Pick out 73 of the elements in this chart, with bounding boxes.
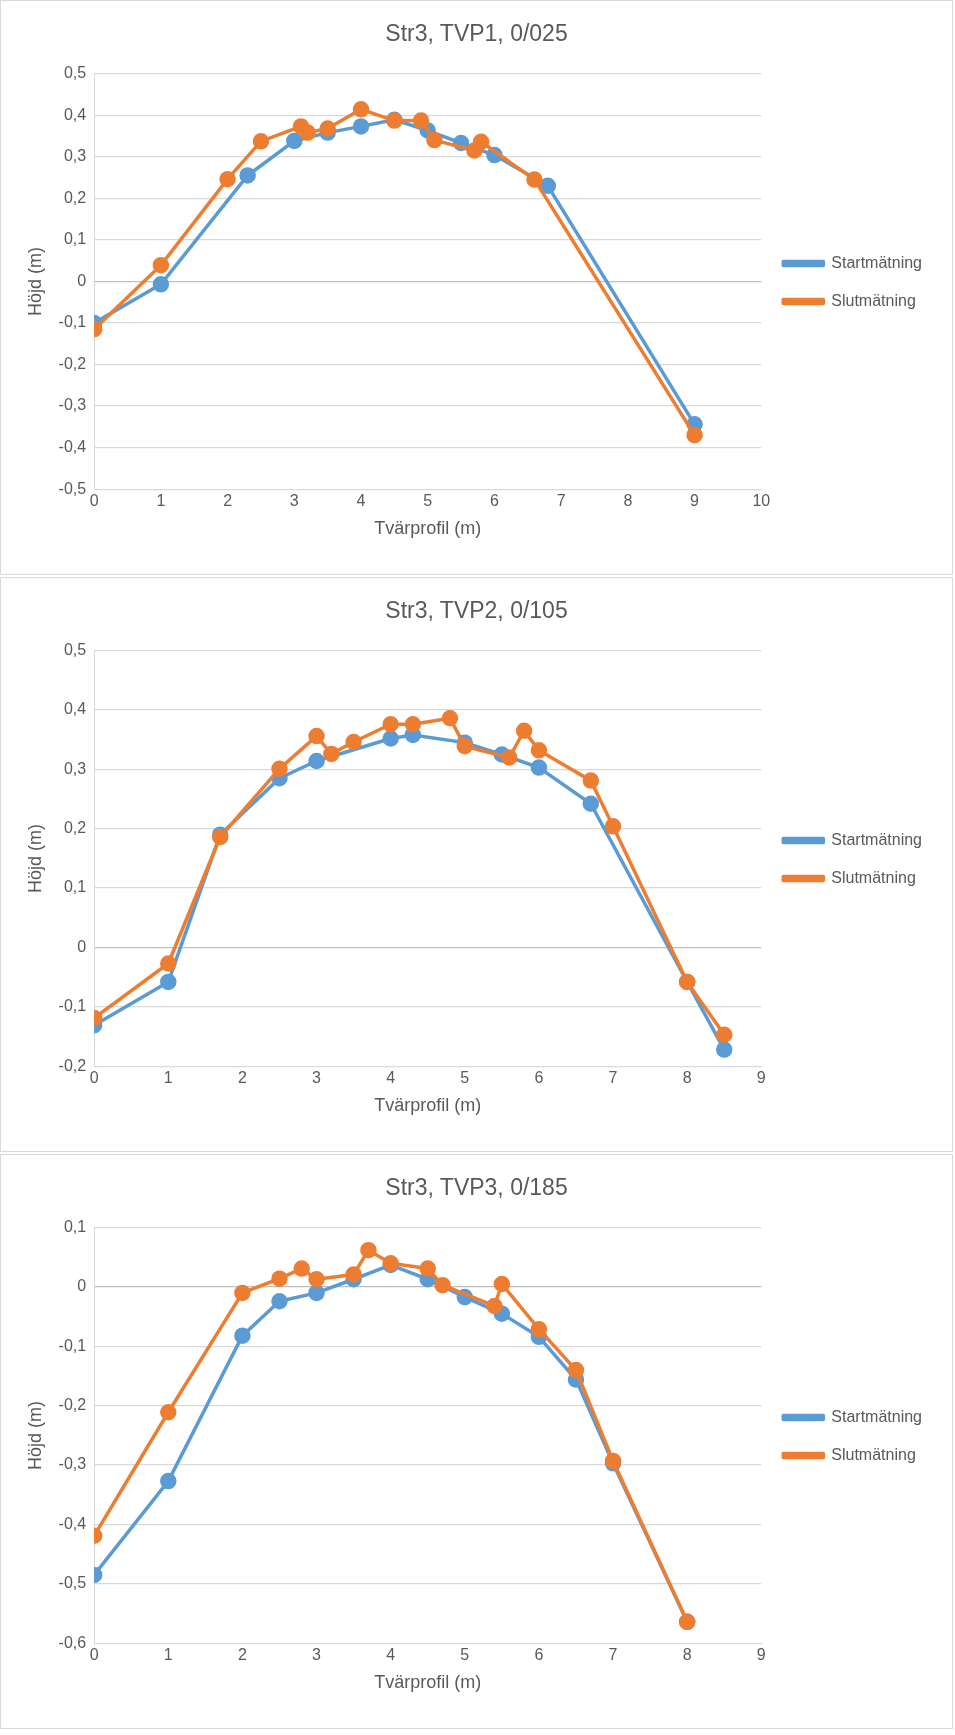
y-tick-label: 0,5 bbox=[63, 64, 87, 82]
x-tick-label: 0 bbox=[89, 1646, 99, 1664]
y-axis-title: Höjd (m) bbox=[24, 1400, 45, 1470]
y-tick-label: -0,3 bbox=[58, 396, 87, 414]
x-tick-label: 2 bbox=[237, 1646, 247, 1664]
x-tick-label: 9 bbox=[690, 492, 700, 510]
x-axis-title: Tvärprofil (m) bbox=[374, 518, 482, 539]
y-tick-label: 0,2 bbox=[63, 188, 87, 206]
x-tick-label: 0 bbox=[89, 1069, 99, 1087]
x-tick-label: 8 bbox=[682, 1646, 692, 1664]
x-tick-label: 6 bbox=[534, 1646, 544, 1664]
x-tick-label: 5 bbox=[460, 1646, 470, 1664]
x-tick-label: 1 bbox=[163, 1646, 173, 1664]
y-tick-label: 0,3 bbox=[63, 759, 87, 777]
legend-label: Startmätning bbox=[831, 1407, 923, 1425]
x-tick-label: 6 bbox=[534, 1069, 544, 1087]
x-tick-label: 3 bbox=[312, 1646, 322, 1664]
x-tick-label: 10 bbox=[752, 492, 771, 510]
x-tick-label: 3 bbox=[312, 1069, 322, 1087]
legend-label: Startmätning bbox=[831, 830, 923, 848]
y-tick-label: -0,2 bbox=[58, 354, 87, 372]
x-tick-label: 9 bbox=[756, 1069, 766, 1087]
y-tick-label: 0,3 bbox=[63, 147, 87, 165]
x-tick-label: 1 bbox=[163, 1069, 173, 1087]
x-tick-label: 2 bbox=[223, 492, 233, 510]
y-tick-label: -0,1 bbox=[58, 313, 87, 331]
y-tick-label: -0,3 bbox=[58, 1455, 87, 1473]
y-tick-label: -0,2 bbox=[58, 1396, 87, 1414]
x-tick-label: 4 bbox=[356, 492, 366, 510]
y-tick-label: 0,4 bbox=[63, 105, 87, 123]
x-tick-label: 4 bbox=[386, 1069, 396, 1087]
y-tick-label: -0,4 bbox=[58, 1514, 87, 1532]
y-tick-label: 0,4 bbox=[63, 700, 87, 718]
x-tick-label: 7 bbox=[608, 1646, 618, 1664]
y-tick-label: 0 bbox=[77, 271, 87, 289]
x-tick-label: 8 bbox=[682, 1069, 692, 1087]
y-tick-label: 0,1 bbox=[63, 878, 87, 896]
y-tick-label: 0,1 bbox=[63, 1218, 87, 1236]
x-tick-label: 0 bbox=[89, 492, 99, 510]
x-tick-label: 6 bbox=[489, 492, 499, 510]
y-tick-label: -0,5 bbox=[58, 479, 87, 497]
y-tick-label: -0,5 bbox=[58, 1574, 87, 1592]
chart-title: Str3, TVP3, 0/185 bbox=[385, 1174, 568, 1201]
y-axis-title: Höjd (m) bbox=[24, 823, 45, 893]
y-tick-label: 0,2 bbox=[63, 819, 87, 837]
x-tick-label: 8 bbox=[623, 492, 633, 510]
y-tick-label: 0,1 bbox=[63, 230, 87, 248]
chart-title: Str3, TVP1, 0/025 bbox=[385, 20, 568, 47]
x-tick-label: 7 bbox=[608, 1069, 618, 1087]
y-tick-label: 0 bbox=[77, 937, 87, 955]
x-tick-label: 5 bbox=[460, 1069, 470, 1087]
x-tick-label: 7 bbox=[556, 492, 566, 510]
y-tick-label: -0,2 bbox=[58, 1056, 87, 1074]
legend-label: Slutmätning bbox=[831, 1445, 916, 1463]
y-axis-title: Höjd (m) bbox=[24, 246, 45, 316]
y-tick-label: 0 bbox=[77, 1277, 87, 1295]
x-tick-label: 5 bbox=[423, 492, 433, 510]
x-tick-label: 3 bbox=[289, 492, 299, 510]
x-tick-label: 1 bbox=[156, 492, 166, 510]
x-axis-title: Tvärprofil (m) bbox=[374, 1095, 482, 1116]
legend-label: Slutmätning bbox=[831, 868, 916, 886]
legend-label: Startmätning bbox=[831, 253, 923, 271]
x-tick-label: 9 bbox=[756, 1646, 766, 1664]
x-tick-label: 4 bbox=[386, 1646, 396, 1664]
y-tick-label: 0,5 bbox=[63, 641, 87, 659]
x-tick-label: 2 bbox=[237, 1069, 247, 1087]
y-tick-label: -0,4 bbox=[58, 438, 87, 456]
chart-title: Str3, TVP2, 0/105 bbox=[385, 597, 568, 624]
legend-label: Slutmätning bbox=[831, 291, 916, 309]
x-axis-title: Tvärprofil (m) bbox=[374, 1672, 482, 1693]
y-tick-label: -0,6 bbox=[58, 1633, 87, 1651]
y-tick-label: -0,1 bbox=[58, 1336, 87, 1354]
y-tick-label: -0,1 bbox=[58, 997, 87, 1015]
